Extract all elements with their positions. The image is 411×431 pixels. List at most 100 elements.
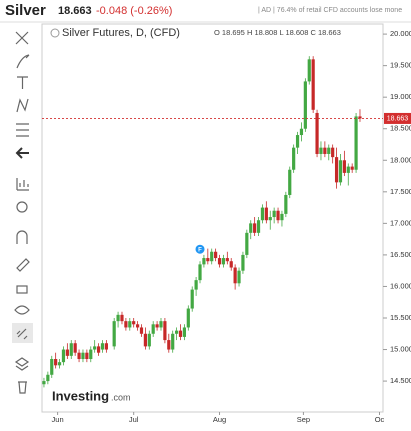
toolbar (12, 31, 33, 394)
watermark-brand: Investing (52, 388, 109, 403)
candle-body (89, 349, 93, 360)
cross-tool[interactable] (15, 31, 29, 45)
y-tick-label: 14.500 (390, 376, 411, 385)
candle-body (190, 289, 194, 309)
candle-body (241, 254, 245, 271)
candle-body (124, 321, 128, 328)
candle-body (147, 333, 151, 347)
candle-body (54, 359, 58, 366)
candle-body (50, 359, 54, 375)
candle-body (284, 194, 288, 214)
candle-body (342, 160, 346, 173)
candle-body (77, 352, 81, 360)
y-tick-label: 19.000 (390, 92, 411, 101)
candle-body (167, 340, 171, 350)
y-tick-label: 16.000 (390, 281, 411, 290)
candle-body (315, 112, 319, 154)
candle-body (210, 251, 214, 262)
trash-tool[interactable] (18, 381, 27, 394)
link-tool[interactable] (16, 328, 28, 340)
candle-body (182, 327, 187, 337)
candle-body (346, 166, 350, 173)
candle-body (253, 223, 257, 233)
plot (42, 56, 362, 388)
annotation-marker (195, 244, 205, 254)
candle-body (214, 251, 218, 259)
back-tool[interactable] (15, 147, 29, 159)
candle-body (85, 352, 89, 360)
y-tick-label: 16.500 (390, 250, 411, 259)
candle-body (295, 135, 300, 148)
candle-body (159, 321, 163, 328)
y-tick-label: 18.500 (390, 124, 411, 133)
candle-body (42, 381, 46, 385)
pattern-tool[interactable] (16, 98, 29, 113)
candle-body (112, 321, 116, 347)
candle-body (139, 327, 144, 334)
fib-tool[interactable] (16, 123, 29, 137)
candle-body (202, 258, 206, 265)
candle-body (256, 220, 261, 233)
text-tool[interactable] (17, 76, 28, 89)
candle-body (175, 330, 179, 334)
candle-body (73, 343, 77, 353)
draw-lock-tool[interactable] (16, 258, 30, 272)
candle-body (264, 207, 268, 221)
candle-body (135, 324, 140, 328)
candle-body (198, 264, 202, 281)
candle-body (57, 362, 62, 366)
change: -0.048 (-0.26%) (96, 5, 172, 17)
candle-body (104, 343, 108, 350)
zoom-tool[interactable] (16, 201, 28, 213)
x-tick-label: Oc (375, 415, 385, 424)
brush-tool[interactable] (16, 54, 30, 69)
candle-body (65, 349, 69, 356)
y-tick-label: 17.000 (390, 218, 411, 227)
candle-body (303, 81, 307, 129)
candle-body (120, 314, 124, 322)
candle-body (237, 270, 241, 284)
candle-body (100, 343, 105, 350)
candle-body (225, 258, 229, 262)
y-tick-label: 20.000 (390, 29, 411, 38)
annotation-text: F (198, 247, 202, 253)
x-tick-label: Aug (213, 415, 226, 424)
price-label-box (384, 112, 411, 124)
ohlc-legend: O 18.695 H 18.808 L 18.608 C 18.663 (214, 28, 341, 37)
candle-body (128, 321, 132, 328)
candle-body (311, 59, 315, 110)
candle-body (46, 374, 50, 382)
x-tick-label: Sep (297, 415, 310, 424)
candle-body (81, 352, 85, 360)
x-tick-label: Jul (129, 415, 139, 424)
price-label: 18.663 (387, 115, 409, 122)
symbol: Silver (5, 2, 46, 19)
candle-body (280, 213, 284, 221)
candle-body (178, 330, 183, 337)
candle-body (327, 147, 331, 154)
candle-body (319, 147, 323, 154)
layers-tool[interactable] (14, 357, 30, 371)
candle-body (323, 147, 327, 154)
candle-body (93, 346, 97, 350)
candle-body (350, 166, 354, 170)
chart-title: Silver Futures, D, (CFD) (62, 27, 180, 39)
candle-body (143, 333, 147, 347)
eye-tool[interactable] (14, 305, 30, 315)
candle-body (194, 280, 198, 290)
measure-tool[interactable] (16, 178, 29, 191)
magnet-tool[interactable] (16, 230, 28, 244)
candle-body (217, 258, 222, 265)
candle-body (61, 349, 66, 363)
candle-body (260, 207, 265, 221)
candle-body (186, 308, 190, 328)
candle-body (307, 59, 311, 82)
ad-notice: | AD | 76.4% of retail CFD accounts lose… (258, 7, 402, 14)
candle-body (331, 147, 335, 158)
y-tick-label: 18.000 (390, 155, 411, 164)
candle-body (358, 116, 362, 119)
lock-tool[interactable] (16, 285, 28, 294)
price: 18.663 (58, 5, 92, 17)
